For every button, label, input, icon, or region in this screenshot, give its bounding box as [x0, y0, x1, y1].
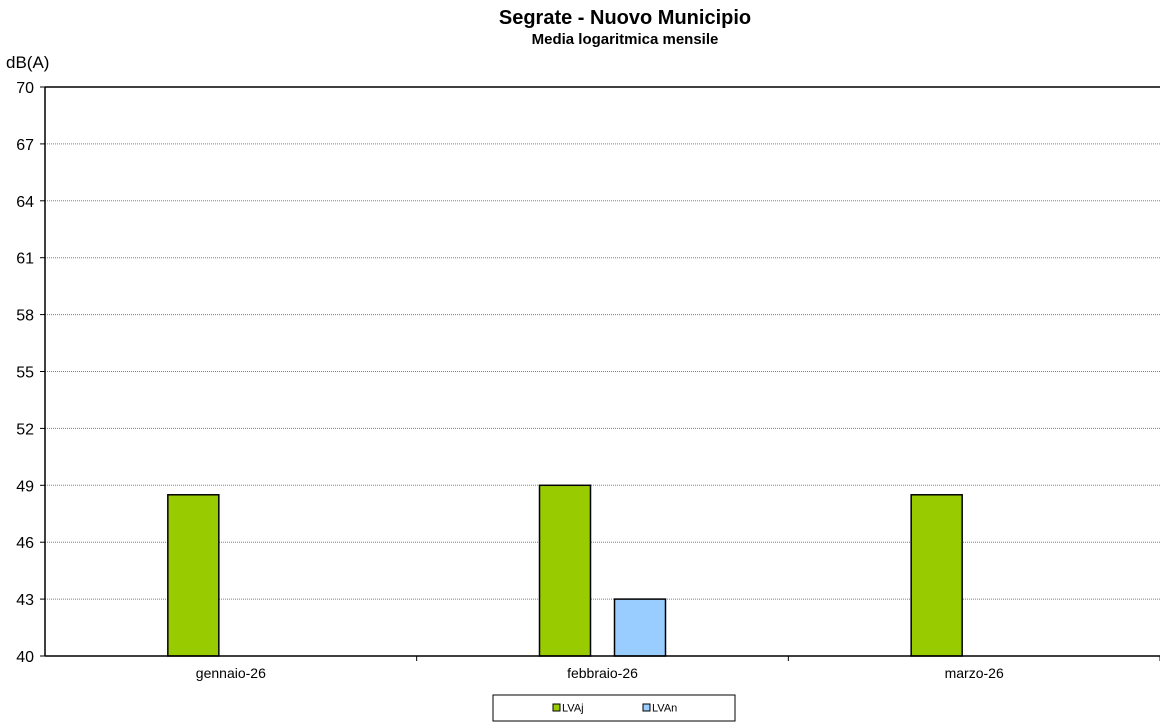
bars	[167, 484, 963, 657]
y-axis-label: dB(A)	[6, 53, 49, 72]
y-tick-label: 64	[16, 194, 34, 211]
x-tick-labels: gennaio-26 febbraio-26 marzo-26	[196, 665, 1004, 681]
bar-lvaj-marzo-26	[910, 494, 963, 657]
y-tick-label: 40	[16, 649, 34, 666]
legend-label-lvaj: LVAj	[562, 703, 584, 715]
legend-swatch-lvaj	[552, 703, 561, 712]
bar-lvaj-gennaio-26	[167, 494, 220, 657]
bar-lvan-febbraio-26	[613, 598, 667, 657]
bar-lvaj-febbraio-26	[538, 484, 592, 657]
y-tick-label: 67	[16, 137, 34, 154]
y-tick-label: 70	[16, 80, 34, 97]
x-tick-label: febbraio-26	[567, 665, 638, 681]
chart-title: Segrate - Nuovo Municipio	[499, 7, 751, 29]
legend-swatch-lvan	[642, 703, 651, 712]
y-tick-label: 55	[16, 365, 34, 382]
y-tick-labels: 40 43 46 49 52 55 58 61 64 67 70	[16, 80, 34, 666]
y-tick-label: 61	[16, 251, 34, 268]
y-tick-label: 49	[16, 478, 34, 495]
legend-box	[492, 694, 736, 722]
x-tick-label: gennaio-26	[196, 665, 266, 681]
y-tick-label: 43	[16, 592, 34, 609]
y-tick-label: 52	[16, 421, 34, 438]
chart-subtitle: Media logaritmica mensile	[532, 31, 719, 48]
x-tick-label: marzo-26	[945, 665, 1004, 681]
y-tick-label: 46	[16, 535, 34, 552]
y-tick-label: 58	[16, 308, 34, 325]
axes	[40, 86, 1160, 661]
legend-label-lvan: LVAn	[652, 703, 677, 715]
legend: LVAj LVAn	[492, 694, 736, 722]
